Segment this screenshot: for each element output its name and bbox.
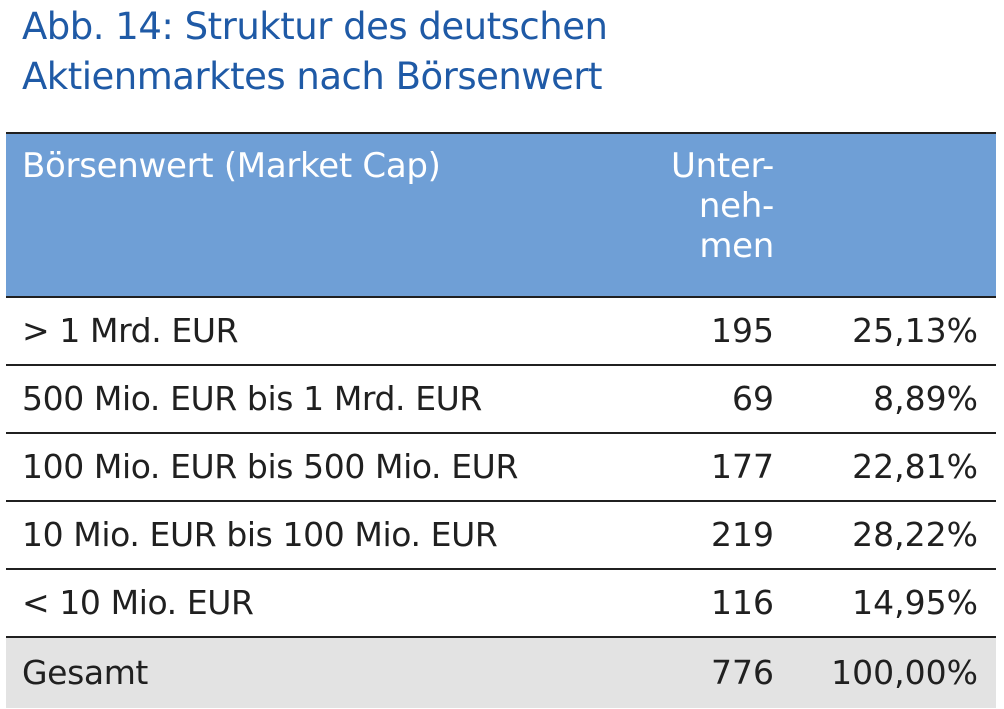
total-share-percent: 100,00% <box>831 653 978 692</box>
header-companies-line-1: Unter- <box>671 146 774 186</box>
figure-title-line-2: Aktienmarktes nach Börsenwert <box>22 55 603 98</box>
row-market-cap-label: 10 Mio. EUR bis 100 Mio. EUR <box>22 515 498 554</box>
row-company-count: 116 <box>711 583 774 622</box>
figure-title: Abb. 14: Struktur des deutschen Aktienma… <box>22 2 982 102</box>
row-share-percent: 22,81% <box>852 447 978 486</box>
table-row: > 1 Mrd. EUR 195 25,13% <box>6 298 996 366</box>
table-row: 10 Mio. EUR bis 100 Mio. EUR 219 28,22% <box>6 502 996 570</box>
row-market-cap-label: 500 Mio. EUR bis 1 Mrd. EUR <box>22 379 482 418</box>
table-total-row: Gesamt 776 100,00% <box>6 638 996 708</box>
header-companies-line-2: neh- <box>698 186 774 226</box>
table-row: < 10 Mio. EUR 116 14,95% <box>6 570 996 638</box>
row-company-count: 195 <box>711 311 774 350</box>
header-market-cap: Börsenwert (Market Cap) <box>22 146 441 186</box>
table-header: Börsenwert (Market Cap) Unter- neh- men <box>6 134 996 298</box>
table-row: 100 Mio. EUR bis 500 Mio. EUR 177 22,81% <box>6 434 996 502</box>
row-company-count: 219 <box>711 515 774 554</box>
row-company-count: 177 <box>711 447 774 486</box>
row-share-percent: 8,89% <box>873 379 978 418</box>
row-share-percent: 14,95% <box>852 583 978 622</box>
row-company-count: 69 <box>732 379 774 418</box>
market-cap-table: Börsenwert (Market Cap) Unter- neh- men … <box>6 132 996 708</box>
header-companies: Unter- neh- men <box>634 146 774 266</box>
row-share-percent: 25,13% <box>852 311 978 350</box>
row-market-cap-label: 100 Mio. EUR bis 500 Mio. EUR <box>22 447 518 486</box>
table-row: 500 Mio. EUR bis 1 Mrd. EUR 69 8,89% <box>6 366 996 434</box>
total-company-count: 776 <box>711 653 774 692</box>
row-share-percent: 28,22% <box>852 515 978 554</box>
row-market-cap-label: < 10 Mio. EUR <box>22 583 254 622</box>
header-companies-line-3: men <box>699 226 774 266</box>
row-market-cap-label: > 1 Mrd. EUR <box>22 311 239 350</box>
total-label: Gesamt <box>22 653 148 692</box>
figure-title-line-1: Abb. 14: Struktur des deutschen <box>22 5 608 48</box>
